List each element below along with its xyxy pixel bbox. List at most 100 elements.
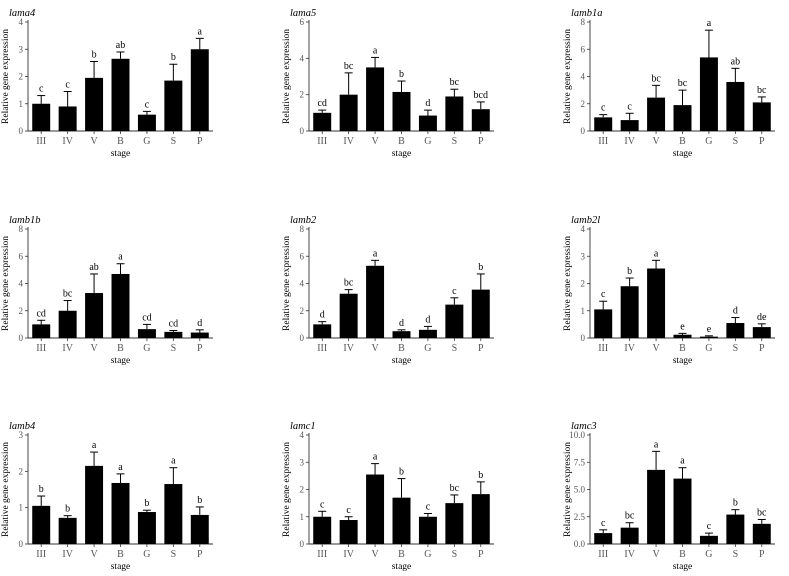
x-tick-label: G xyxy=(705,549,712,560)
bar-B xyxy=(111,58,130,131)
y-tick-label: 2 xyxy=(19,72,24,82)
y-tick-label: 2 xyxy=(300,90,305,100)
significance-letter: a xyxy=(92,440,97,451)
bar-P xyxy=(471,109,490,131)
x-tick-label: III xyxy=(36,343,46,354)
bar-IV xyxy=(339,520,358,544)
x-tick-label: IV xyxy=(62,549,73,560)
x-tick-label: IV xyxy=(343,136,354,147)
y-tick-label: 0 xyxy=(19,333,24,343)
chart-title: lama5 xyxy=(290,8,316,19)
bar-S xyxy=(445,96,464,131)
bar-P xyxy=(471,289,490,338)
bar-B xyxy=(392,91,411,131)
bar-III xyxy=(32,103,51,131)
x-axis-label: stage xyxy=(673,149,693,159)
chart-panel-lamc1: lamc1 Relative gene expression 0 1 2 3 4 c III c I… xyxy=(282,421,494,572)
chart-title: lama4 xyxy=(9,8,36,19)
y-tick-label: 2 xyxy=(300,485,305,495)
y-tick-label: 5.0 xyxy=(574,485,586,495)
y-tick-label: 2 xyxy=(300,306,305,316)
x-tick-label: V xyxy=(90,343,98,354)
x-axis-label: stage xyxy=(673,562,693,572)
x-tick-label: IV xyxy=(343,549,354,560)
y-tick-label: 1 xyxy=(300,512,305,522)
y-tick-label: 4 xyxy=(300,430,305,440)
bar-IV xyxy=(58,106,77,131)
y-tick-label: 6 xyxy=(300,251,305,261)
bar-III xyxy=(313,112,332,131)
bar-IV xyxy=(620,527,639,544)
x-tick-label: G xyxy=(705,136,712,147)
x-axis-label: stage xyxy=(111,149,131,159)
x-tick-label: III xyxy=(317,136,327,147)
x-tick-label: III xyxy=(598,549,608,560)
significance-letter: bc xyxy=(678,78,688,89)
bar-S xyxy=(726,81,745,131)
x-tick-label: V xyxy=(90,549,98,560)
y-tick-label: 4 xyxy=(581,224,586,234)
y-tick-label: 6 xyxy=(581,44,586,54)
bar-B xyxy=(392,497,411,544)
y-tick-label: 0 xyxy=(581,126,586,136)
x-tick-label: V xyxy=(371,136,379,147)
x-axis-label: stage xyxy=(111,356,131,366)
bar-IV xyxy=(339,94,358,131)
chart-panel-lama4: lama4 Relative gene expression 0 1 2 3 4 c III c I… xyxy=(1,8,213,159)
x-tick-label: P xyxy=(478,549,484,560)
y-tick-label: 7.5 xyxy=(574,457,586,467)
bar-III xyxy=(313,324,332,338)
significance-letter: a xyxy=(680,456,685,467)
significance-letter: c xyxy=(320,499,325,510)
significance-letter: a xyxy=(654,439,659,450)
bar-III xyxy=(594,309,613,338)
significance-letter: a xyxy=(198,26,203,37)
bar-III xyxy=(313,516,332,544)
bar-S xyxy=(445,503,464,544)
y-tick-label: 0 xyxy=(19,126,24,136)
x-tick-label: G xyxy=(143,343,150,354)
bar-S xyxy=(726,514,745,544)
x-tick-label: V xyxy=(90,136,98,147)
x-tick-label: IV xyxy=(624,343,635,354)
chart-title: lamb2 xyxy=(290,215,317,226)
x-tick-label: III xyxy=(598,136,608,147)
significance-letter: a xyxy=(373,248,378,259)
significance-letter: cd xyxy=(169,319,178,330)
bar-G xyxy=(418,516,437,544)
y-tick-label: 4 xyxy=(19,279,24,289)
chart-title: lamb2l xyxy=(571,215,600,226)
bar-G xyxy=(418,329,437,338)
x-tick-label: V xyxy=(371,549,379,560)
x-tick-label: P xyxy=(197,549,203,560)
bar-P xyxy=(752,102,771,131)
chart-title: lamc3 xyxy=(571,421,597,432)
significance-letter: a xyxy=(654,248,659,259)
y-tick-label: 8 xyxy=(581,17,586,27)
bar-S xyxy=(445,304,464,338)
bar-G xyxy=(137,329,156,338)
significance-letter: bc xyxy=(625,511,635,522)
bar-B xyxy=(111,273,130,338)
y-tick-label: 4 xyxy=(581,72,586,82)
bar-B xyxy=(673,105,692,131)
bar-V xyxy=(85,77,104,131)
significance-letter: b xyxy=(197,495,202,506)
significance-letter: b xyxy=(399,467,404,478)
significance-letter: bc xyxy=(344,278,354,289)
x-tick-label: V xyxy=(652,343,660,354)
x-axis-label: stage xyxy=(392,562,412,572)
y-tick-label: 2 xyxy=(19,306,24,316)
x-tick-label: S xyxy=(452,136,458,147)
significance-letter: b xyxy=(478,470,483,481)
significance-letter: c xyxy=(707,521,712,532)
significance-letter: ab xyxy=(116,40,125,51)
x-tick-label: S xyxy=(171,549,177,560)
significance-letter: b xyxy=(92,50,97,61)
significance-letter: c xyxy=(627,101,632,112)
significance-letter: c xyxy=(346,505,351,516)
chart-title: lamb1b xyxy=(9,215,41,226)
bar-G xyxy=(137,114,156,131)
x-tick-label: V xyxy=(652,549,660,560)
